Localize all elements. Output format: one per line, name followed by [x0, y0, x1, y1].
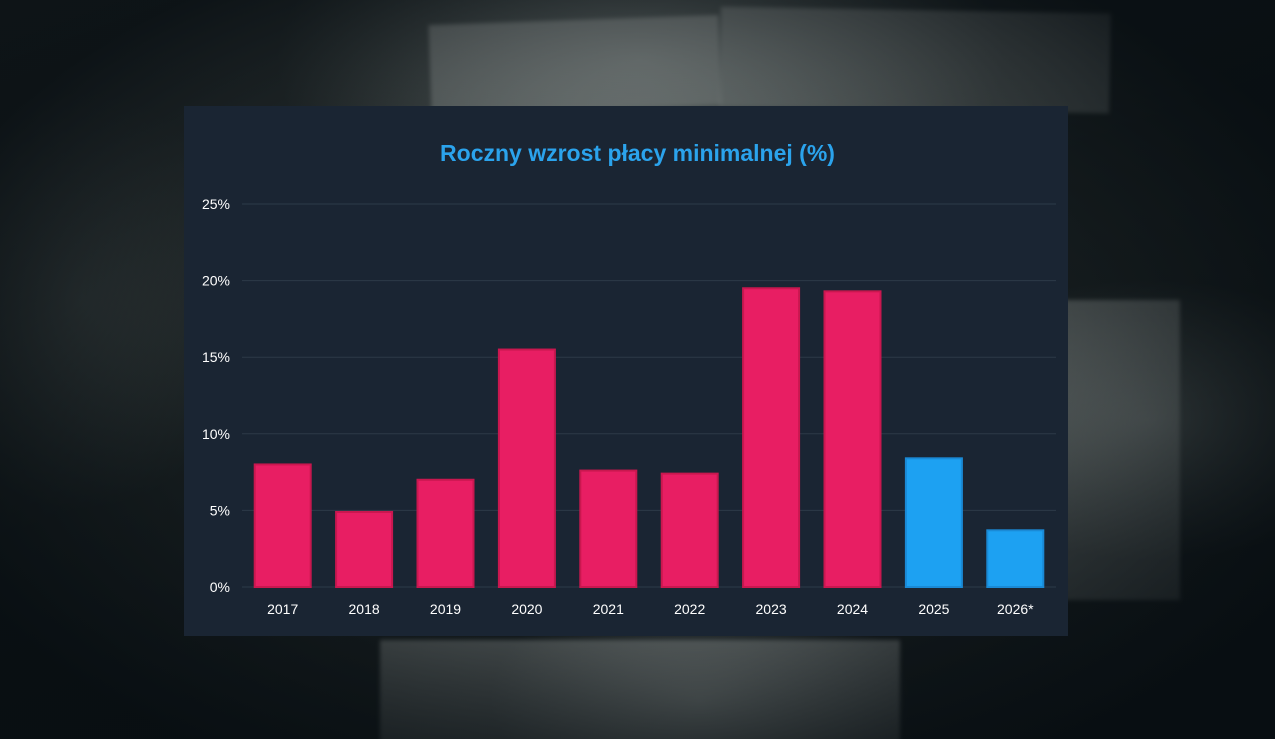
- x-category-label: 2020: [511, 601, 542, 617]
- chart-title: Roczny wzrost płacy minimalnej (%): [440, 140, 835, 166]
- gridlines: [242, 203, 1056, 588]
- y-tick-label: 20%: [202, 273, 230, 289]
- x-category-label: 2017: [267, 601, 298, 617]
- bars: [253, 287, 1045, 589]
- y-tick-label: 15%: [202, 349, 230, 365]
- y-tick-label: 0%: [210, 579, 230, 595]
- x-category-label: 2018: [349, 601, 380, 617]
- x-axis-category-labels: 2017 2018 2019 2020 2021 2022 2023 2024 2025 2026…: [267, 601, 1034, 617]
- x-category-label: 2024: [837, 601, 868, 617]
- bar-2022: [660, 472, 719, 588]
- bar-2024: [823, 290, 882, 588]
- y-axis-tick-labels: 0% 5% 10% 15% 20% 25%: [202, 196, 230, 595]
- bar-2025: [904, 457, 963, 589]
- bar-2026-est: [986, 529, 1045, 588]
- x-category-label: 2022: [674, 601, 705, 617]
- bar-2021: [579, 469, 638, 588]
- x-category-label: 2025: [918, 601, 949, 617]
- y-tick-label: 25%: [202, 196, 230, 212]
- bar-2020: [497, 348, 556, 589]
- bar-2017: [253, 463, 312, 588]
- x-category-label: 2026*: [997, 601, 1034, 617]
- x-category-label: 2019: [430, 601, 461, 617]
- y-tick-label: 5%: [210, 502, 230, 518]
- y-tick-label: 10%: [202, 426, 230, 442]
- x-category-label: 2021: [593, 601, 624, 617]
- bar-2018: [335, 510, 394, 589]
- bar-2023: [742, 287, 801, 588]
- bar-2019: [416, 478, 475, 589]
- x-category-label: 2023: [756, 601, 787, 617]
